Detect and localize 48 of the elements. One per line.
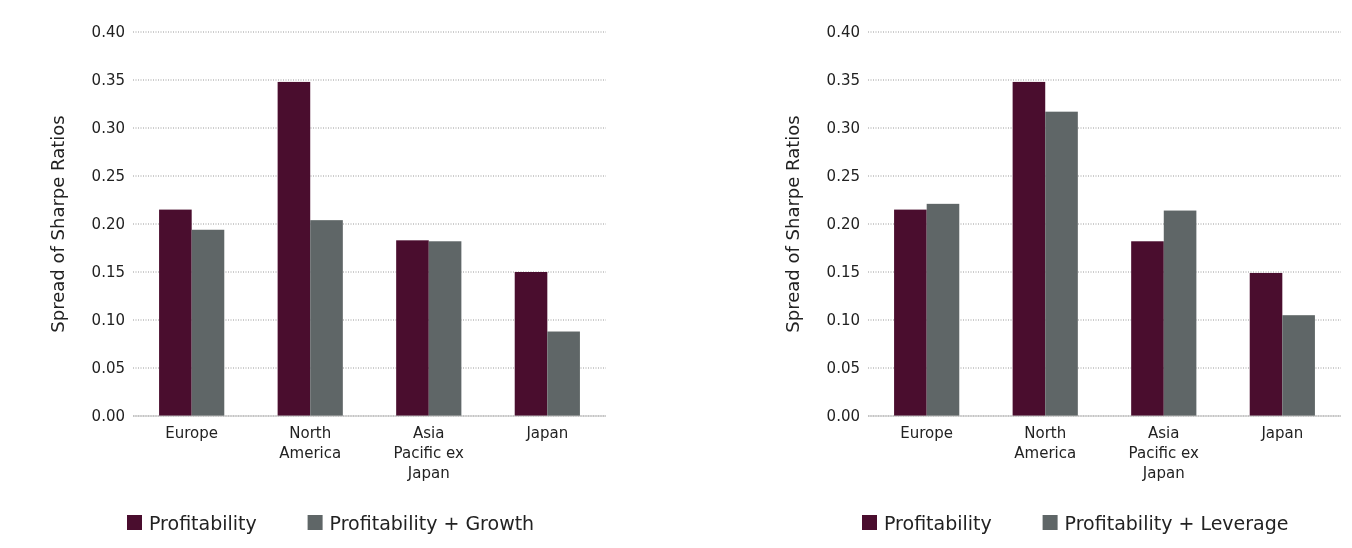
y-tick-label: 0.35: [826, 71, 860, 90]
bar: [428, 241, 462, 416]
y-axis-title: Spread of Sharpe Ratios: [47, 115, 69, 333]
x-tick-label: Japan: [1260, 424, 1304, 442]
bar: [926, 203, 960, 416]
y-tick-label: 0.30: [826, 119, 860, 138]
y-tick-label: 0.05: [826, 359, 860, 378]
y-tick-label: 0.20: [826, 215, 860, 234]
y-tick-label: 0.05: [91, 359, 125, 378]
bar: [1012, 81, 1046, 416]
x-tick-label: North America: [279, 424, 342, 462]
bar: [1282, 315, 1315, 416]
legend-label: Profitability + Leverage: [1064, 512, 1289, 534]
y-tick-label: 0.00: [826, 407, 860, 426]
x-tick-label: Asia Pacific ex Japan: [393, 424, 465, 482]
bar: [396, 240, 429, 416]
legend-label: Profitability + Growth: [329, 512, 535, 534]
bar: [159, 209, 192, 416]
bar: [191, 229, 225, 416]
bar: [1045, 111, 1078, 416]
y-tick-label: 0.20: [91, 215, 125, 234]
bar: [547, 331, 580, 416]
y-tick-label: 0.10: [826, 311, 860, 330]
y-tick-label: 0.25: [91, 167, 125, 186]
legend-label: Profitability: [149, 512, 257, 534]
y-tick-label: 0.30: [91, 119, 125, 138]
bar: [1163, 210, 1197, 416]
y-tick-label: 0.25: [826, 167, 860, 186]
y-tick-label: 0.15: [826, 263, 860, 282]
x-tick-label: Europe: [165, 424, 219, 442]
legend-label: Profitability: [884, 512, 992, 534]
y-tick-label: 0.40: [826, 23, 860, 42]
x-tick-label: North America: [1014, 424, 1077, 462]
y-tick-label: 0.15: [91, 263, 125, 282]
x-tick-label: Europe: [900, 424, 954, 442]
y-tick-label: 0.10: [91, 311, 125, 330]
bar: [894, 209, 927, 416]
y-tick-label: 0.35: [91, 71, 125, 90]
y-axis-title: Spread of Sharpe Ratios: [782, 115, 804, 333]
y-tick-label: 0.40: [91, 23, 125, 42]
bar: [310, 220, 343, 416]
bar: [514, 272, 548, 416]
y-tick-label: 0.00: [91, 407, 125, 426]
bar: [277, 81, 311, 416]
x-tick-label: Japan: [525, 424, 569, 442]
x-tick-label: Asia Pacific ex Japan: [1128, 424, 1200, 482]
bar: [1131, 241, 1164, 416]
bar: [1249, 272, 1283, 416]
